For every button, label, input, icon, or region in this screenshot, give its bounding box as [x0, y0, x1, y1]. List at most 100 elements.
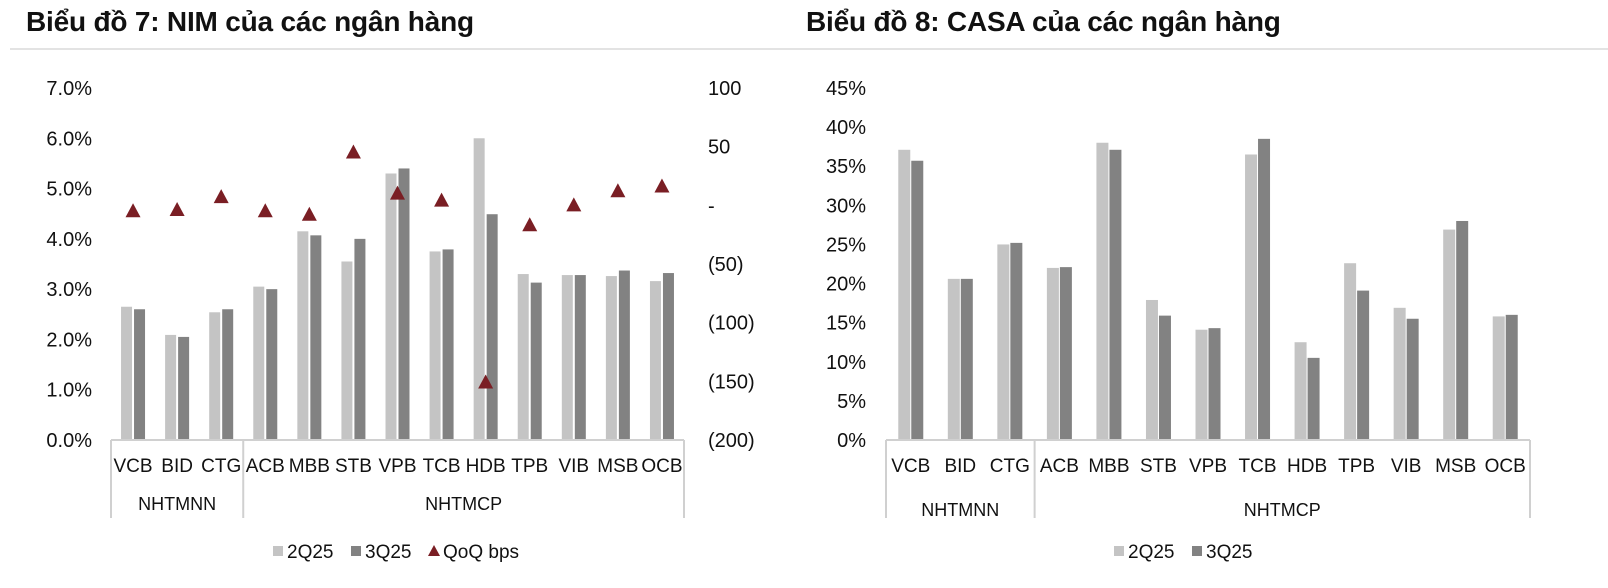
bar-3q25-vpb	[1208, 328, 1221, 440]
category-label-bid: BID	[944, 456, 976, 477]
bar-2q25-tcb	[429, 251, 441, 440]
legend-swatch-2q25	[273, 546, 283, 556]
category-label-vcb: VCB	[891, 456, 930, 477]
group-label-nhtmnn: NHTMNN	[921, 500, 999, 520]
left-axis-tick-label: 4.0%	[46, 229, 92, 251]
marker-qoq-vpb	[390, 185, 405, 200]
right-axis-tick-label: (150)	[708, 371, 755, 393]
bar-2q25-acb	[1046, 267, 1059, 440]
left-axis-tick-label: 0.0%	[46, 430, 92, 452]
category-label-tpb: TPB	[1338, 456, 1375, 477]
marker-qoq-vcb	[125, 203, 141, 218]
marker-qoq-hdb	[478, 374, 494, 389]
bar-2q25-msb	[1443, 229, 1456, 440]
marker-qoq-mbb	[301, 206, 317, 221]
bar-2q25-hdb	[473, 138, 485, 441]
bar-2q25-ocb	[1492, 316, 1505, 440]
bar-2q25-tpb	[517, 274, 529, 440]
category-label-ctg: CTG	[990, 456, 1030, 477]
bar-3q25-ctg	[1010, 242, 1023, 440]
bar-2q25-stb	[1145, 299, 1158, 440]
bar-2q25-vcb	[121, 306, 133, 440]
marker-qoq-stb	[345, 144, 361, 159]
right-axis-tick-label: (200)	[708, 430, 755, 452]
bar-3q25-vib	[574, 275, 586, 440]
left-axis-tick-label: 5.0%	[46, 179, 92, 201]
left-axis-tick-label: 35%	[826, 156, 866, 178]
left-axis-tick-label: 30%	[826, 195, 866, 217]
bar-2q25-msb	[605, 276, 617, 440]
bar-2q25-ocb	[649, 281, 661, 440]
left-axis-tick-label: 6.0%	[46, 128, 92, 150]
bar-2q25-acb	[253, 286, 265, 440]
marker-qoq-ocb	[654, 178, 670, 193]
left-axis-tick-label: 1.0%	[46, 380, 92, 402]
bar-3q25-tpb	[1357, 290, 1370, 440]
bar-2q25-bid	[947, 278, 960, 440]
bar-3q25-msb	[1456, 220, 1469, 440]
category-label-vib: VIB	[558, 456, 589, 477]
bar-3q25-hdb	[1307, 357, 1320, 440]
marker-qoq-bid	[169, 202, 185, 217]
right-axis-tick-label: 50	[708, 137, 730, 159]
right-axis-tick-label: -	[708, 195, 715, 217]
title-divider	[10, 48, 1608, 50]
marker-qoq-vib	[566, 197, 582, 212]
group-label-nhtmcp: NHTMCP	[1244, 500, 1321, 520]
category-label-tcb: TCB	[1239, 456, 1277, 477]
bar-3q25-bid	[960, 278, 973, 440]
category-label-mbb: MBB	[1088, 456, 1129, 477]
bar-2q25-mbb	[297, 231, 309, 440]
category-label-msb: MSB	[1435, 456, 1476, 477]
bar-3q25-tcb	[442, 249, 454, 440]
bar-3q25-vib	[1406, 318, 1419, 440]
chart-title-nim: Biểu đồ 7: NIM của các ngân hàng	[26, 6, 474, 37]
bar-3q25-stb	[1158, 315, 1171, 440]
bar-3q25-vcb	[911, 160, 924, 440]
marker-qoq-tcb	[434, 192, 450, 207]
bar-2q25-vpb	[385, 173, 397, 440]
bar-3q25-ocb	[662, 273, 674, 440]
legend-swatch-3q25	[1192, 546, 1202, 556]
bar-3q25-tcb	[1258, 138, 1271, 440]
left-axis-tick-label: 10%	[826, 352, 866, 374]
category-label-tpb: TPB	[511, 456, 548, 477]
left-axis-tick-label: 20%	[826, 274, 866, 296]
right-axis-tick-label: (50)	[708, 254, 744, 276]
group-label-nhtmnn: NHTMNN	[138, 494, 216, 514]
left-axis-tick-label: 5%	[837, 391, 866, 413]
right-axis-tick-label: (100)	[708, 313, 755, 335]
legend-swatch-2q25	[1114, 546, 1124, 556]
category-label-vpb: VPB	[378, 456, 416, 477]
left-axis-tick-label: 40%	[826, 117, 866, 139]
bar-3q25-bid	[178, 336, 190, 440]
group-label-nhtmcp: NHTMCP	[425, 494, 502, 514]
bar-2q25-ctg	[997, 244, 1010, 440]
bar-2q25-bid	[165, 334, 177, 440]
marker-qoq-msb	[610, 183, 626, 198]
left-axis-tick-label: 45%	[826, 78, 866, 100]
category-label-vpb: VPB	[1189, 456, 1227, 477]
legend-swatch-qoq-bps	[428, 545, 440, 556]
bar-2q25-mbb	[1096, 142, 1109, 440]
bar-2q25-tcb	[1245, 154, 1258, 440]
marker-qoq-ctg	[213, 189, 229, 204]
bar-3q25-mbb	[1109, 149, 1122, 440]
left-axis-tick-label: 2.0%	[46, 329, 92, 351]
category-label-hdb: HDB	[466, 456, 506, 477]
legend-label-2q25: 2Q25	[1128, 542, 1174, 563]
category-label-ocb: OCB	[641, 456, 682, 477]
bar-3q25-vpb	[398, 168, 410, 440]
left-axis-tick-label: 3.0%	[46, 279, 92, 301]
bar-3q25-ocb	[1505, 314, 1518, 440]
bar-3q25-msb	[618, 270, 630, 440]
legend-label-2q25: 2Q25	[287, 542, 333, 563]
bar-2q25-vib	[561, 275, 573, 440]
bar-2q25-hdb	[1294, 342, 1307, 440]
category-label-msb: MSB	[597, 456, 638, 477]
category-label-ocb: OCB	[1485, 456, 1526, 477]
left-axis-tick-label: 7.0%	[46, 78, 92, 100]
category-label-hdb: HDB	[1287, 456, 1327, 477]
category-label-stb: STB	[1140, 456, 1177, 477]
